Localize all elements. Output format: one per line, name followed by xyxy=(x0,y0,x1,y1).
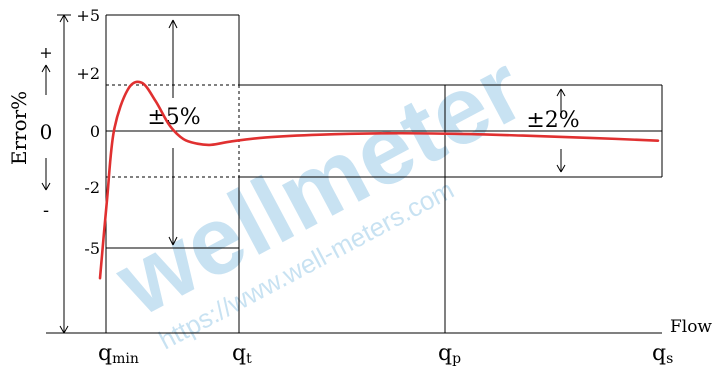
y-plus-sign: + xyxy=(39,43,52,62)
zone-label-2pct: ±2% xyxy=(526,108,579,133)
x-tick-sym: q xyxy=(652,341,666,366)
plus-arrowhead xyxy=(41,64,51,73)
y-tick-label: +2 xyxy=(76,64,100,83)
x-tick-sym: q xyxy=(232,341,246,366)
y-zero-sign: 0 xyxy=(40,120,53,144)
x-tick-sym: q xyxy=(438,341,452,366)
minus-arrowhead xyxy=(41,182,51,191)
y-axis-arrowhead-bottom xyxy=(59,325,69,334)
minus2-arrowhead xyxy=(556,164,566,173)
arrows xyxy=(41,14,566,334)
y-tick-label: +5 xyxy=(76,6,100,25)
plus5-arrowhead xyxy=(168,19,178,29)
x-tick-qt: qt xyxy=(232,341,252,367)
y-axis-arrowhead-top xyxy=(59,14,69,23)
plus2-arrowhead xyxy=(556,88,566,97)
x-tick-sub: min xyxy=(112,351,139,367)
watermark-brand: wellmeter xyxy=(99,34,541,337)
x-axis-label: Flow xyxy=(670,317,712,337)
y-minus-sign: - xyxy=(43,200,49,221)
x-tick-qmin: qmin xyxy=(98,341,139,367)
zone-label-5pct: ±5% xyxy=(147,105,200,130)
y-axis-label: Error% xyxy=(7,91,31,165)
y-tick-label: -2 xyxy=(84,178,100,197)
x-tick-sub: s xyxy=(666,351,673,367)
x-tick-sub: p xyxy=(452,351,461,367)
y-tick-label: 0 xyxy=(90,122,100,141)
minus5-arrowhead xyxy=(168,236,178,246)
x-tick-labels: qmin qt qp qs xyxy=(98,341,673,367)
y-tick-label: -5 xyxy=(84,239,100,258)
x-tick-sym: q xyxy=(98,341,112,366)
x-tick-qs: qs xyxy=(652,341,673,367)
error-curve-line xyxy=(98,80,660,280)
y-tick-labels: +5 +2 0 -2 -5 xyxy=(76,6,100,258)
x-tick-sub: t xyxy=(246,351,252,367)
watermark: wellmeter https://www.well-meters.com xyxy=(99,34,541,355)
x-tick-qp: qp xyxy=(438,341,461,367)
